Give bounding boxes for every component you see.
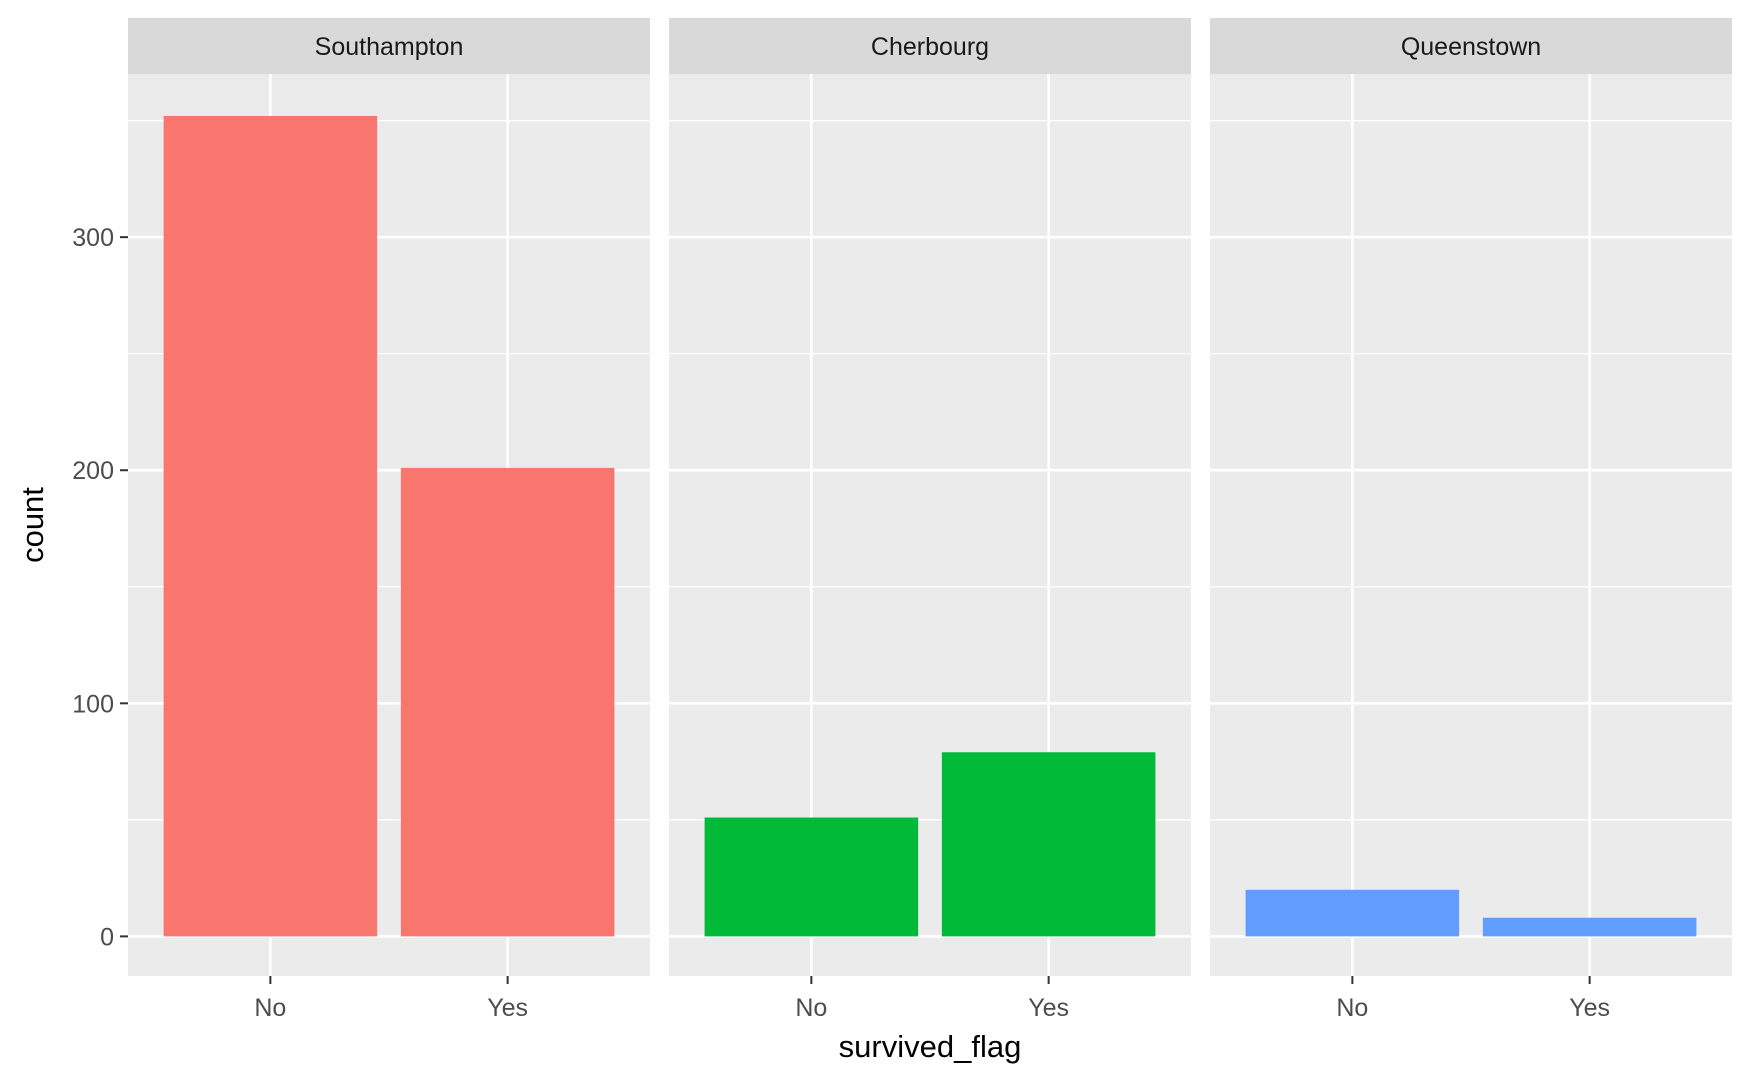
- facet-strip: [1210, 18, 1732, 74]
- facet-strip-label: Queenstown: [1401, 33, 1541, 61]
- facet-strip-label: Southampton: [315, 33, 464, 61]
- x-tick-label: No: [1336, 994, 1368, 1022]
- facet-panel-queenstown: Queenstown: [1210, 18, 1732, 976]
- bar-cherbourg-no: [704, 817, 919, 937]
- bar-cherbourg-yes: [941, 752, 1156, 937]
- bar-queenstown-yes: [1482, 917, 1697, 937]
- x-tick-label: Yes: [1028, 994, 1069, 1022]
- x-tick-label: No: [254, 994, 286, 1022]
- bar-queenstown-no: [1245, 889, 1460, 937]
- facet-panel-southampton: Southampton: [128, 18, 650, 976]
- panel-background: [1210, 74, 1732, 976]
- y-tick-label: 200: [72, 457, 114, 485]
- x-axis: No Yes No Yes No Yes: [254, 976, 1610, 1022]
- y-tick-label: 300: [72, 224, 114, 252]
- facet-strip: [128, 18, 650, 74]
- x-tick-label: No: [795, 994, 827, 1022]
- x-axis-title: survived_flag: [839, 1029, 1022, 1064]
- y-axis: 0 100 200 300: [72, 224, 128, 951]
- x-tick-label: Yes: [487, 994, 528, 1022]
- y-tick-label: 100: [72, 690, 114, 718]
- y-axis-title: count: [15, 487, 50, 563]
- facet-strip-label: Cherbourg: [871, 33, 989, 61]
- facet-strip: [669, 18, 1191, 74]
- bar-southampton-yes: [400, 467, 615, 937]
- y-tick-label: 0: [100, 923, 114, 951]
- facet-panel-cherbourg: Cherbourg: [669, 18, 1191, 976]
- facet-panels: Southampton Cherbourg Queenstown: [128, 18, 1732, 976]
- x-tick-label: Yes: [1569, 994, 1610, 1022]
- bar-southampton-no: [163, 115, 378, 937]
